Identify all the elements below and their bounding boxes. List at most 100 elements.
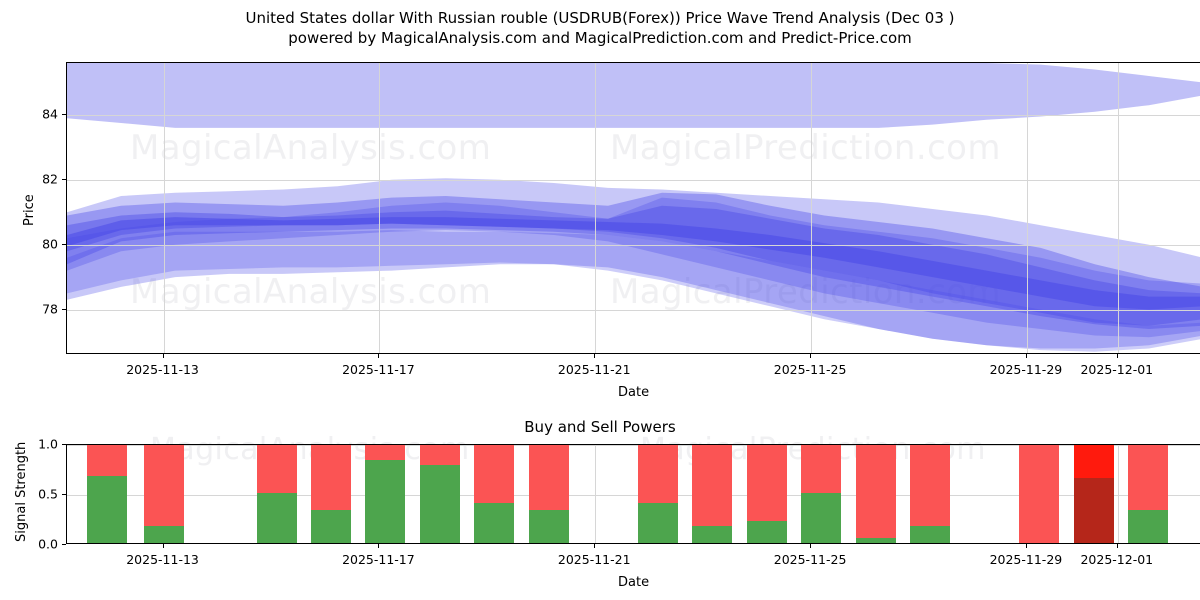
wave-x-tick-label: 2025-11-17 [342,362,415,377]
wave-y-tick-label: 80 [42,236,58,252]
sell-power-segment [143,445,184,526]
wave-x-tickmark [1116,354,1118,358]
bar-x-tickmark [1025,544,1027,548]
wave-x-tick-label: 2025-12-01 [1080,362,1154,377]
wave-y-tickmark [62,178,66,180]
bar-x-tick-label: 2025-11-29 [989,552,1063,567]
signal-bar[interactable] [1073,445,1114,543]
wave-x-tick-label: 2025-11-29 [989,362,1063,377]
bar-x-tick-label: 2025-12-01 [1080,552,1154,567]
signal-bar[interactable] [910,445,951,543]
wave-x-tickmark [162,354,164,358]
gridline-vertical [595,63,597,353]
sell-power-segment [1073,445,1114,478]
bar-x-tickmark [1116,544,1118,548]
bar-y-tick-label: 0.0 [38,536,58,552]
signal-bar[interactable] [801,445,842,543]
gridline-horizontal [67,495,1200,496]
bar-x-tickmark [162,544,164,548]
bar-x-tickmark [378,544,380,548]
bar-y-tickmark [62,444,66,445]
buy-power-segment [692,526,733,543]
buy-power-segment [143,526,184,543]
wave-x-axis-label: Date [618,385,650,400]
gridline-horizontal [67,445,1200,446]
wave-band-mid-band-a [67,192,1200,329]
buy-power-segment [474,503,515,543]
sell-power-segment [746,445,787,521]
gridline-vertical [811,63,813,353]
buy-power-segment [419,465,460,543]
gridline-vertical [595,445,597,543]
signal-bar[interactable] [143,445,184,543]
wave-x-tickmark [810,354,812,358]
sell-power-segment [419,445,460,465]
bar-x-tickmark [594,544,596,548]
wave-y-axis-label: Price [22,194,37,226]
wave-band-narrow-core [67,217,1200,310]
wave-y-tick-label: 78 [42,301,58,317]
sell-power-segment [1019,445,1060,543]
page-title: United States dollar With Russian rouble… [0,8,1200,48]
wave-x-tickmark [1025,354,1027,358]
signal-bar[interactable] [257,445,298,543]
signal-bar[interactable] [419,445,460,543]
gridline-vertical [1026,63,1028,353]
bar-y-tick-label: 1.0 [38,436,58,452]
wave-band-upper-band [67,63,1200,128]
sell-power-segment [910,445,951,526]
price-wave-trend-plot [66,62,1200,354]
wave-band-lower-tail [67,230,1200,352]
gridline-horizontal [67,309,1200,311]
wave-x-tick-label: 2025-11-21 [557,362,631,377]
buy-power-segment [637,503,678,543]
gridline-horizontal [67,179,1200,181]
signal-bar[interactable] [1128,445,1169,543]
buy-power-segment [801,493,842,543]
wave-y-tickmark [62,308,66,310]
buy-power-segment [310,510,351,543]
buy-power-segment [86,476,127,543]
signal-bar[interactable] [855,445,896,543]
sell-power-segment [528,445,569,510]
sell-power-segment [310,445,351,510]
buy-and-sell-powers-plot [66,444,1200,544]
buy-power-segment [365,460,406,543]
wave-band-crossing-band [67,197,1200,338]
signal-bar[interactable] [474,445,515,543]
buy-power-segment [257,493,298,543]
sell-power-segment [637,445,678,503]
sell-power-segment [1128,445,1169,510]
signal-bar[interactable] [528,445,569,543]
wave-y-tickmark [62,113,66,115]
wave-x-tick-label: 2025-11-13 [126,362,199,377]
wave-y-tick-label: 82 [42,171,58,187]
bar-y-tickmark [62,494,66,495]
sell-power-segment [855,445,896,538]
buy-power-segment [1073,478,1114,543]
title-line-1: United States dollar With Russian rouble… [245,9,955,27]
bar-y-tickmark [62,544,66,545]
signal-bar[interactable] [86,445,127,543]
sell-power-segment [474,445,515,503]
wave-x-tickmark [378,354,380,358]
gridline-vertical [379,63,381,353]
signal-bar[interactable] [365,445,406,543]
wave-y-tick-label: 84 [42,106,58,122]
buy-power-segment [528,510,569,543]
signal-bar[interactable] [310,445,351,543]
bar-chart-title: Buy and Sell Powers [524,418,676,436]
bar-x-tick-label: 2025-11-25 [773,552,847,567]
bar-y-tick-label: 0.5 [38,486,58,502]
sell-power-segment [257,445,298,493]
title-line-2: powered by MagicalAnalysis.com and Magic… [288,29,912,47]
sell-power-segment [692,445,733,526]
wave-y-tickmark [62,243,66,245]
signal-bar[interactable] [1019,445,1060,543]
signal-bar[interactable] [692,445,733,543]
gridline-vertical [163,63,165,353]
wave-x-tickmark [594,354,596,358]
signal-bar[interactable] [637,445,678,543]
signal-bar[interactable] [746,445,787,543]
